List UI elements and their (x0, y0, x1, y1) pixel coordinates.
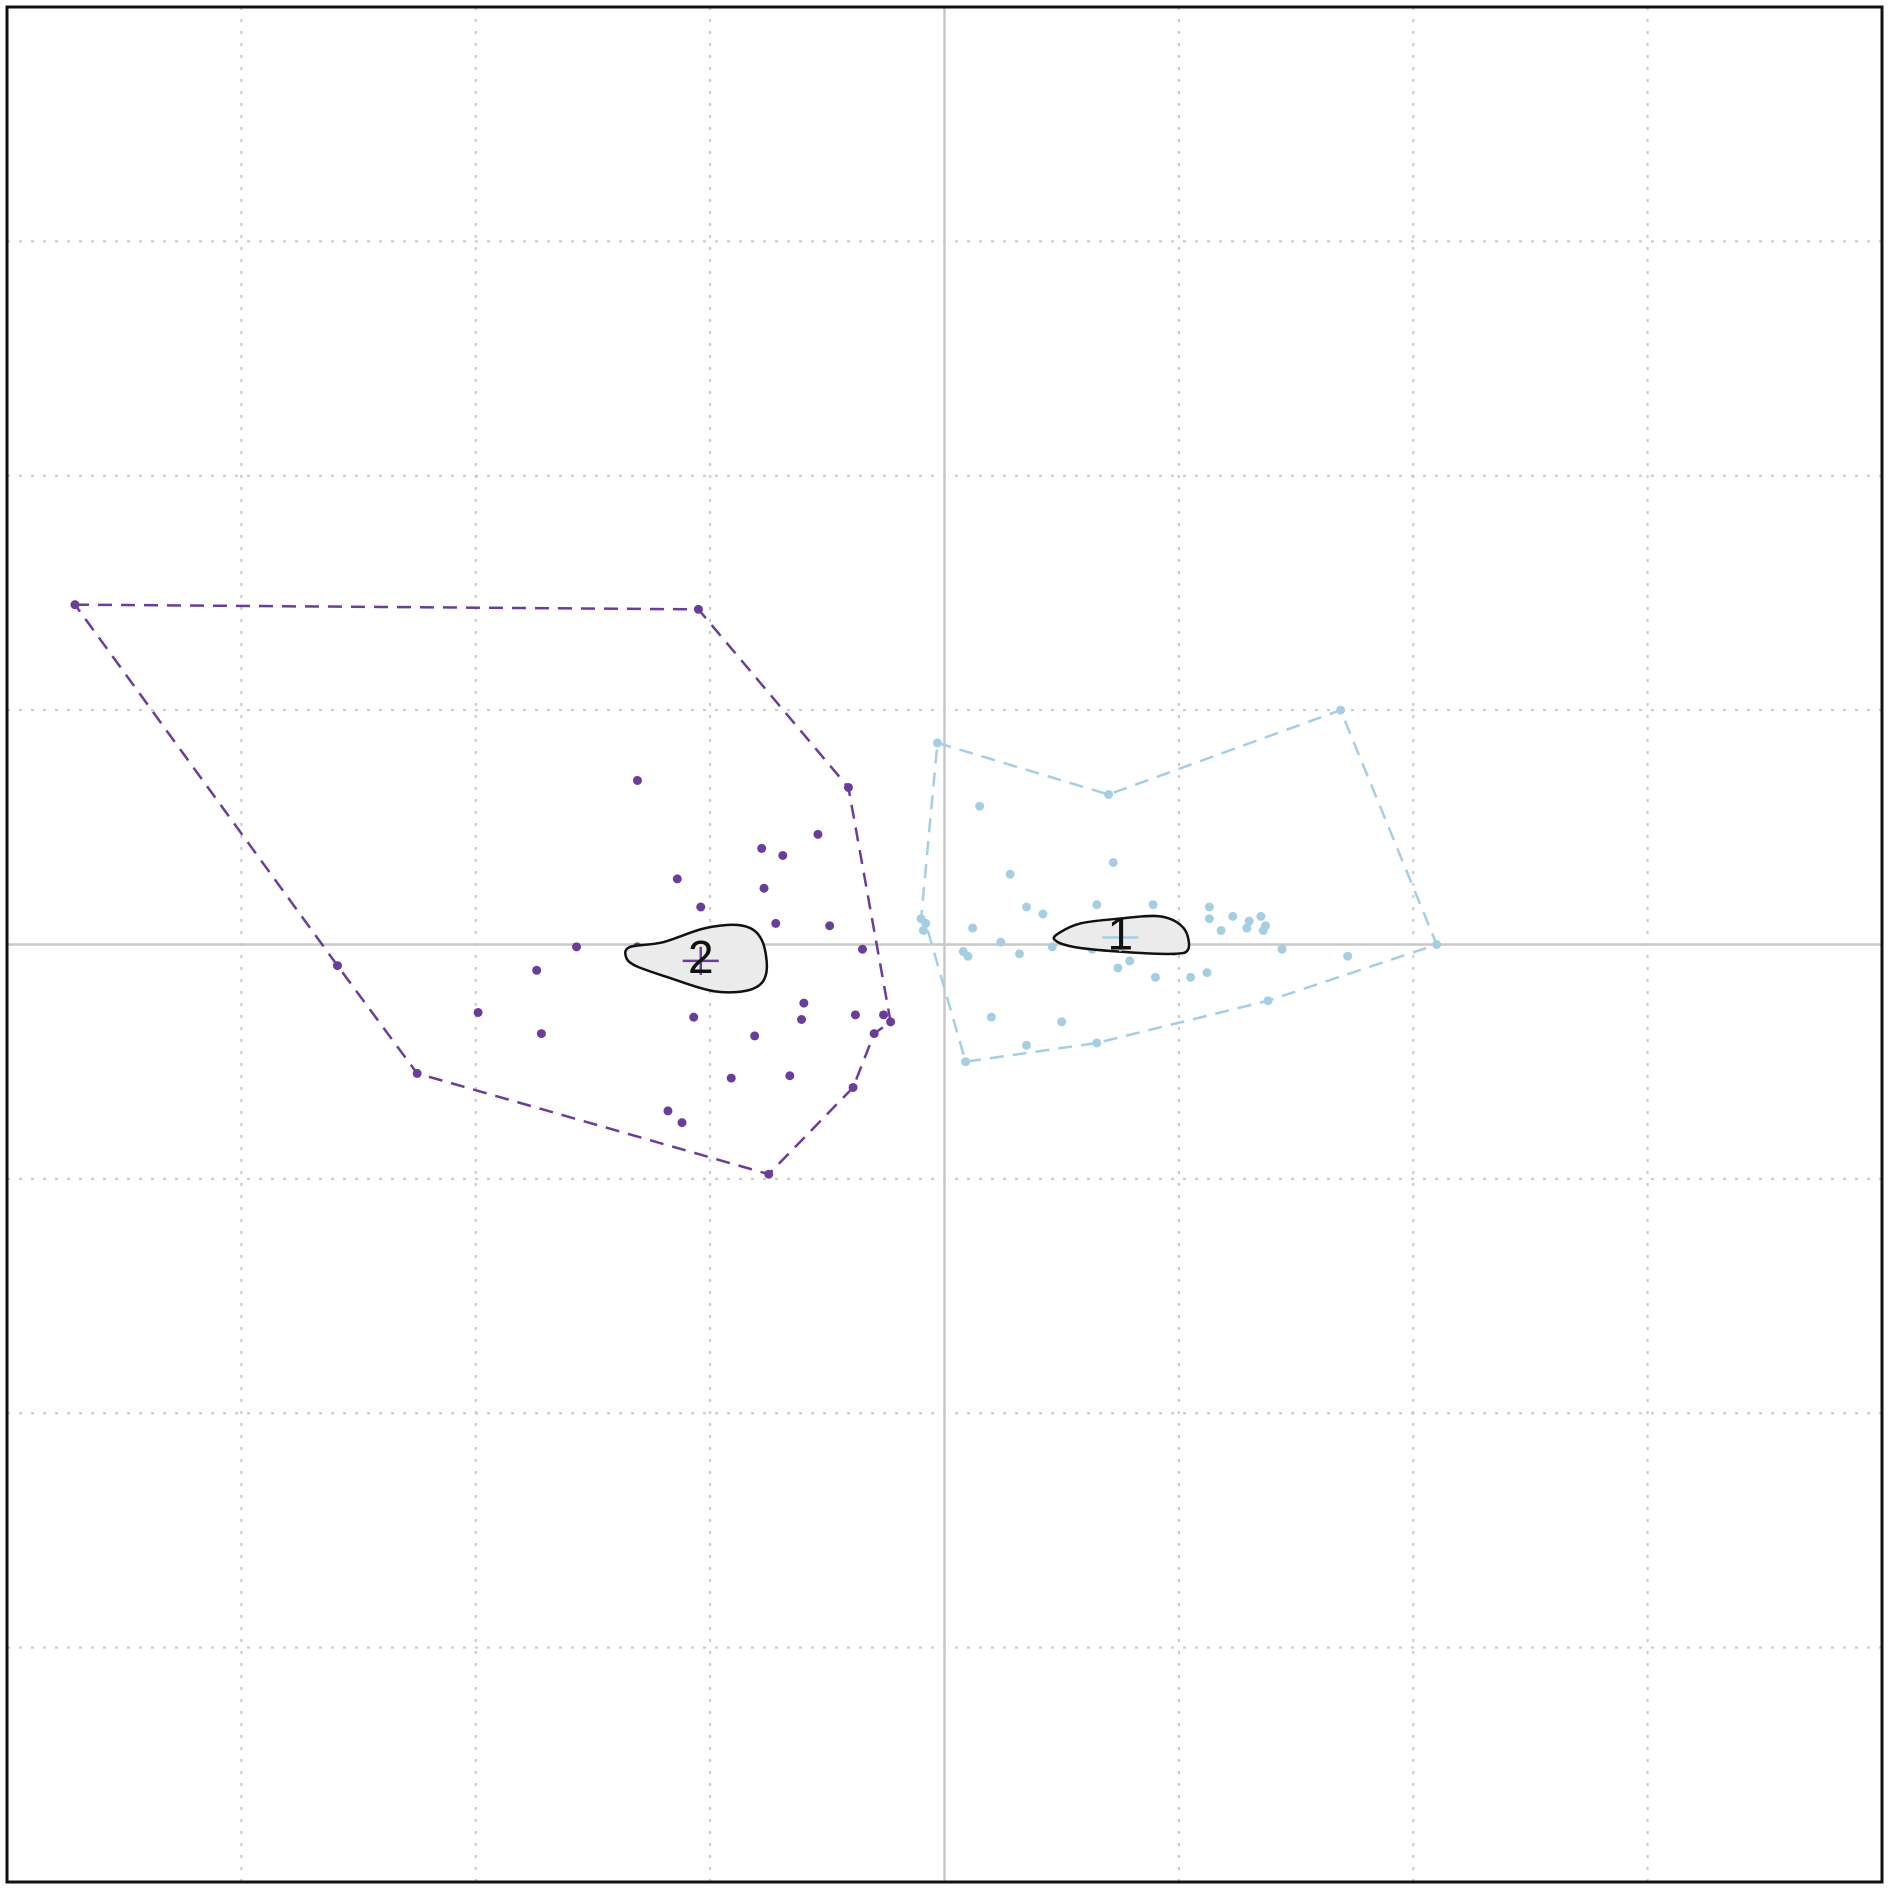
cluster-2-point (412, 1068, 422, 1078)
cluster-2-point (70, 600, 80, 610)
cluster-1-point (1092, 1038, 1102, 1048)
cluster-1-point (1015, 949, 1024, 959)
cluster-2-point (857, 944, 867, 954)
cluster-1-point (1125, 956, 1135, 966)
cluster-2-label: 2 (688, 931, 714, 983)
cluster-2-point (757, 843, 767, 853)
cluster-1-point (932, 738, 942, 748)
cluster-1-point (968, 923, 978, 933)
cluster-1-point (1092, 900, 1102, 910)
cluster-2-point (677, 1118, 687, 1128)
cluster-2-density-contour (623, 923, 769, 994)
cluster-2-point (850, 1010, 860, 1020)
cluster-2-point (886, 1017, 896, 1027)
cluster-2-point (672, 874, 682, 884)
cluster-1-point (1244, 916, 1254, 926)
zero-reference-lines (7, 7, 1882, 1882)
cluster-2-point (797, 1015, 807, 1024)
cluster-2-point (532, 965, 542, 975)
cluster-1-point (1005, 869, 1015, 879)
cluster-1-label: 1 (1107, 908, 1133, 960)
cluster-2-point (726, 1073, 736, 1083)
cluster-2-point (785, 1071, 795, 1081)
cluster-1-point (1242, 923, 1252, 933)
cluster-1-point (1432, 940, 1442, 949)
cluster-2-point (771, 918, 781, 928)
cluster-2-point (778, 850, 788, 860)
cluster-1-point (1104, 790, 1114, 799)
cluster-1-point (1216, 925, 1226, 935)
cluster-2-point (536, 1029, 546, 1039)
cluster-2-point (764, 1169, 774, 1179)
cluster-2-point (663, 1106, 673, 1116)
cluster-1-point (1228, 911, 1238, 921)
cluster-1-point (996, 937, 1006, 947)
cluster-2-point (825, 921, 835, 931)
cluster-hulls (72, 603, 1439, 1176)
cluster-1-point (1150, 972, 1160, 982)
cluster-1-point (1202, 968, 1212, 978)
cluster-1-point (1057, 1017, 1067, 1027)
cluster-1-point (1263, 996, 1273, 1006)
cluster-2-point (813, 829, 823, 839)
cluster-1-point (1186, 972, 1196, 982)
cluster-1-point (961, 1057, 971, 1067)
cluster-1-point (1038, 909, 1048, 919)
cluster-1-point (1022, 1040, 1032, 1050)
cluster-1-point (1022, 902, 1032, 912)
cluster-2-point (632, 775, 642, 785)
cluster-1-point (1258, 925, 1268, 935)
cluster-2-point (473, 1007, 483, 1017)
data-points (70, 600, 1442, 1179)
cluster-1-point (1204, 914, 1214, 924)
cluster-2-point (693, 604, 703, 614)
cluster-1-point (975, 801, 985, 811)
cluster-1-point (918, 925, 928, 935)
cluster-labels: 12 (682, 908, 1139, 983)
cluster-2-point (799, 998, 809, 1008)
cluster-1-point (1108, 857, 1118, 867)
plot-frame (5, 5, 1884, 1884)
density-contours (623, 914, 1191, 994)
cluster-1-point (1113, 963, 1123, 973)
cluster-1-point (1277, 944, 1287, 954)
cluster-2-point (750, 1031, 760, 1041)
cluster-1-point (1148, 900, 1158, 910)
cluster-2-point (696, 902, 706, 912)
cluster-2-point (689, 1012, 699, 1022)
cluster-1-point (1256, 911, 1266, 921)
cluster-2-point (332, 961, 342, 971)
cluster-1-point (921, 918, 931, 928)
cluster-1-point (1047, 942, 1057, 952)
cluster-2-point (879, 1010, 889, 1020)
cluster-1-point (1336, 705, 1346, 715)
cluster-2-point (848, 1082, 858, 1092)
cluster-1-point (1204, 902, 1214, 912)
cluster-1-point (986, 1012, 996, 1022)
cluster-2-point (572, 942, 582, 952)
cluster-1-point (1343, 951, 1353, 961)
cluster-2-point (759, 883, 769, 893)
cluster-2-point (843, 782, 853, 792)
cluster-1-point (963, 951, 973, 961)
cluster-2-point (869, 1029, 879, 1039)
cluster-2-hull (72, 603, 892, 1176)
